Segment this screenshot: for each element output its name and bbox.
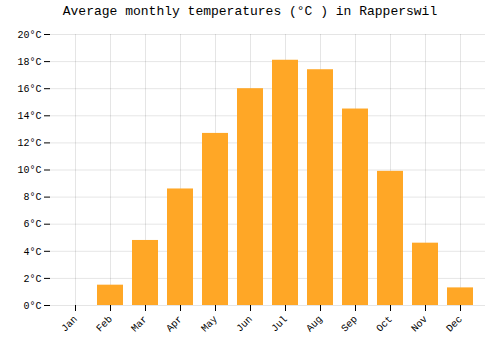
svg-text:4°C: 4°C [23, 247, 41, 258]
svg-text:20°C: 20°C [17, 30, 41, 41]
svg-text:Jan: Jan [59, 314, 80, 335]
svg-text:16°C: 16°C [17, 84, 41, 95]
svg-text:10°C: 10°C [17, 165, 41, 176]
html-text:Average monthly temperatures (: Average monthly temperatures (°C ) in Ra… [62, 4, 438, 19]
svg-text:6°C: 6°C [23, 219, 41, 230]
svg-text:Aug: Aug [304, 314, 325, 335]
svg-text:Apr: Apr [164, 314, 185, 335]
svg-text:8°C: 8°C [23, 192, 41, 203]
svg-text:18°C: 18°C [17, 57, 41, 68]
svg-text:12°C: 12°C [17, 138, 41, 149]
svg-text:Jul: Jul [269, 314, 290, 335]
svg-text:Jun: Jun [234, 314, 255, 335]
svg-text:0°C: 0°C [23, 301, 41, 312]
svg-text:Mar: Mar [129, 314, 150, 335]
svg-text:2°C: 2°C [23, 274, 41, 285]
svg-text:Dec: Dec [444, 314, 465, 335]
svg-text:Feb: Feb [94, 314, 115, 335]
svg-text:May: May [199, 314, 220, 335]
svg-text:Nov: Nov [409, 314, 430, 335]
svg-text:14°C: 14°C [17, 111, 41, 122]
svg-text:Oct: Oct [374, 314, 395, 335]
svg-text:Sep: Sep [339, 314, 360, 335]
